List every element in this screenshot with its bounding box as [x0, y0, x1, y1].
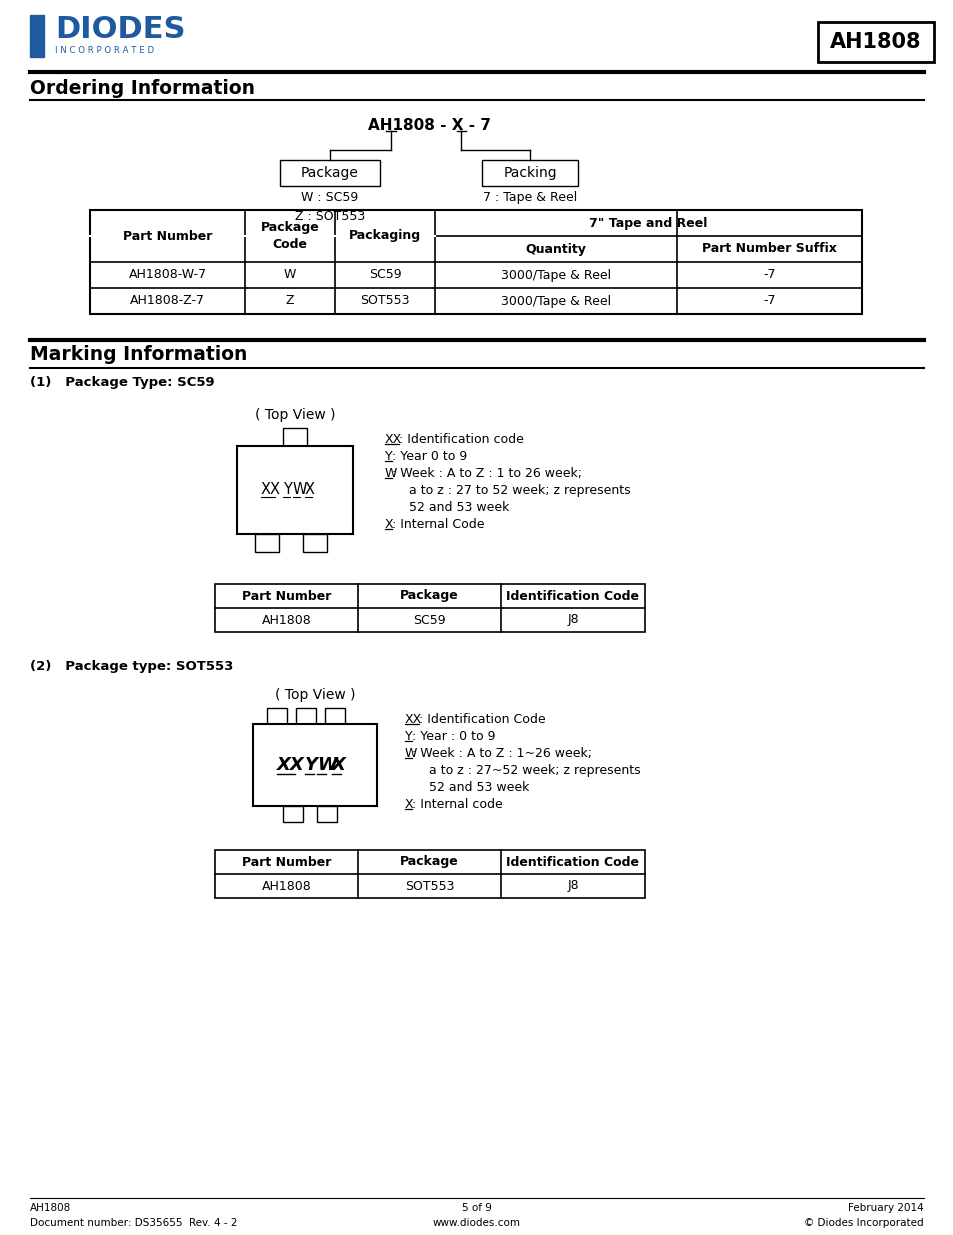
Text: SOT553: SOT553	[360, 294, 410, 308]
Text: February 2014
© Diodes Incorporated: February 2014 © Diodes Incorporated	[803, 1203, 923, 1228]
Bar	[280, 161, 379, 186]
Text: 7" Tape and Reel: 7" Tape and Reel	[589, 216, 707, 230]
Text: Ordering Information: Ordering Information	[30, 79, 254, 98]
Bar	[253, 724, 376, 806]
Bar	[283, 429, 307, 446]
Text: Part Number: Part Number	[123, 230, 212, 242]
Text: AH1808: AH1808	[829, 32, 921, 52]
Text: Y: Y	[305, 756, 317, 774]
Text: AH1808: AH1808	[261, 614, 311, 626]
Text: : Internal Code: : Internal Code	[392, 517, 484, 531]
Text: Identification Code: Identification Code	[506, 856, 639, 868]
Text: W: W	[316, 756, 336, 774]
Text: W: W	[385, 467, 397, 480]
Text: Marking Information: Marking Information	[30, 345, 247, 364]
Text: XX: XX	[405, 713, 422, 726]
Text: ( Top View ): ( Top View )	[254, 408, 335, 422]
Text: X: X	[385, 517, 394, 531]
Text: Package: Package	[399, 589, 458, 603]
Text: : Week : A to Z : 1~26 week;: : Week : A to Z : 1~26 week;	[412, 747, 591, 760]
Text: a to z : 27~52 week; z represents: a to z : 27~52 week; z represents	[405, 764, 640, 777]
Text: Part Number Suffix: Part Number Suffix	[701, 242, 836, 256]
Text: (1)   Package Type: SC59: (1) Package Type: SC59	[30, 375, 214, 389]
Bar	[316, 806, 336, 823]
Text: XX: XX	[385, 433, 402, 446]
Bar	[295, 708, 315, 724]
Text: Part Number: Part Number	[241, 856, 331, 868]
Text: Identification Code: Identification Code	[506, 589, 639, 603]
Text: Package: Package	[399, 856, 458, 868]
Text: Packing: Packing	[502, 165, 557, 180]
Bar	[214, 850, 644, 898]
Text: a to z : 27 to 52 week; z represents: a to z : 27 to 52 week; z represents	[385, 484, 630, 496]
Text: DIODES: DIODES	[55, 15, 185, 44]
Bar	[303, 534, 327, 552]
Text: 52 and 53 week: 52 and 53 week	[385, 501, 509, 514]
Text: 5 of 9
www.diodes.com: 5 of 9 www.diodes.com	[433, 1203, 520, 1228]
Bar	[267, 708, 287, 724]
Text: Z: Z	[286, 294, 294, 308]
Bar	[214, 584, 644, 632]
Text: AH1808-Z-7: AH1808-Z-7	[130, 294, 205, 308]
Bar	[325, 708, 345, 724]
Text: J8: J8	[567, 614, 578, 626]
Text: Package
Code: Package Code	[260, 221, 319, 251]
Bar	[283, 806, 303, 823]
Text: AH1808: AH1808	[261, 879, 311, 893]
Text: W: W	[405, 747, 416, 760]
Text: W: W	[283, 268, 295, 282]
Text: Part Number: Part Number	[241, 589, 331, 603]
Text: : Internal code: : Internal code	[412, 798, 502, 811]
Text: XX: XX	[261, 483, 281, 498]
Text: Y: Y	[385, 450, 393, 463]
Text: : Year : 0 to 9: : Year : 0 to 9	[412, 730, 495, 743]
Text: 7 : Tape & Reel: 7 : Tape & Reel	[482, 191, 577, 204]
Text: X: X	[332, 756, 346, 774]
Text: Y: Y	[405, 730, 413, 743]
Text: 3000/Tape & Reel: 3000/Tape & Reel	[500, 268, 611, 282]
Bar	[30, 15, 44, 57]
Text: -7: -7	[762, 294, 775, 308]
Text: : Identification Code: : Identification Code	[418, 713, 545, 726]
Text: (2)   Package type: SOT553: (2) Package type: SOT553	[30, 659, 233, 673]
Text: SOT553: SOT553	[404, 879, 454, 893]
Text: Quantity: Quantity	[525, 242, 586, 256]
Text: ( Top View ): ( Top View )	[274, 688, 355, 701]
Text: J8: J8	[567, 879, 578, 893]
Text: W: W	[293, 483, 307, 498]
Text: : Year 0 to 9: : Year 0 to 9	[392, 450, 467, 463]
Text: XX: XX	[276, 756, 304, 774]
Text: X: X	[305, 483, 314, 498]
Text: SC59: SC59	[413, 614, 445, 626]
Bar	[817, 22, 933, 62]
Text: : Identification code: : Identification code	[398, 433, 523, 446]
Text: I N C O R P O R A T E D: I N C O R P O R A T E D	[55, 46, 154, 56]
Text: X: X	[405, 798, 414, 811]
Text: AH1808 - X - 7: AH1808 - X - 7	[368, 119, 491, 133]
Text: 52 and 53 week: 52 and 53 week	[405, 781, 529, 794]
Bar	[254, 534, 278, 552]
Text: : Week : A to Z : 1 to 26 week;: : Week : A to Z : 1 to 26 week;	[392, 467, 581, 480]
Text: W : SC59
Z : SOT553: W : SC59 Z : SOT553	[294, 191, 365, 224]
Text: -7: -7	[762, 268, 775, 282]
Text: 3000/Tape & Reel: 3000/Tape & Reel	[500, 294, 611, 308]
Text: Y: Y	[283, 483, 292, 498]
Bar	[90, 210, 862, 314]
Bar	[236, 446, 353, 534]
Text: Packaging: Packaging	[349, 230, 420, 242]
Text: SC59: SC59	[368, 268, 401, 282]
Text: AH1808-W-7: AH1808-W-7	[129, 268, 207, 282]
Bar	[481, 161, 578, 186]
Text: Package: Package	[301, 165, 358, 180]
Text: AH1808
Document number: DS35655  Rev. 4 - 2: AH1808 Document number: DS35655 Rev. 4 -…	[30, 1203, 237, 1228]
